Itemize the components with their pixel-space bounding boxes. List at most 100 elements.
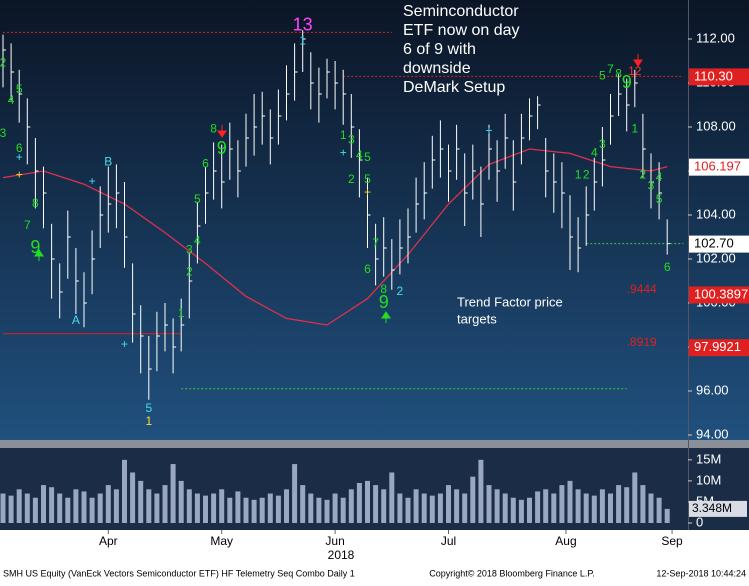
volume-bar	[648, 493, 654, 523]
price-label: 97.9921	[694, 339, 741, 354]
target-label: .8919	[627, 335, 657, 349]
volume-tick-label: 15M	[696, 451, 721, 466]
demark-count: 4	[356, 148, 363, 162]
volume-bar	[575, 489, 581, 523]
volume-bar	[446, 485, 451, 523]
volume-bar	[219, 489, 225, 523]
volume-bar	[656, 497, 662, 523]
demark-count: 2	[583, 168, 590, 182]
volume-bar	[203, 495, 208, 523]
demark-count: 5	[16, 82, 23, 96]
demark-count: 3	[599, 137, 606, 151]
demark-count: A	[72, 313, 80, 327]
footer-center: Copyright© 2018 Bloomberg Finance L.P.	[429, 568, 595, 578]
demark-count: +	[364, 185, 371, 199]
volume-bar	[300, 485, 306, 523]
volume-bar	[243, 497, 249, 523]
volume-bar	[292, 464, 298, 523]
y-tick-label: 96.00	[696, 382, 729, 397]
volume-bar	[113, 489, 119, 523]
volume-bar	[24, 493, 30, 523]
demark-count: 9	[30, 237, 40, 257]
volume-bar	[186, 489, 192, 523]
volume-bar	[559, 485, 565, 523]
volume-bar	[470, 476, 476, 523]
demark-count: 4	[656, 170, 663, 184]
volume-bar	[551, 493, 557, 523]
demark-count: 6	[364, 262, 371, 276]
volume-bar	[194, 493, 200, 523]
demark-count: 13	[293, 15, 313, 35]
volume-bar	[97, 493, 103, 523]
sell-arrow	[633, 54, 643, 67]
price-label-box	[689, 339, 749, 357]
demark-count: 8	[615, 66, 622, 80]
demark-count: 5	[194, 192, 201, 206]
demark-count: 3	[0, 126, 7, 140]
demark-count: B	[104, 154, 112, 168]
volume-tick-label: 0	[696, 514, 703, 529]
demark-count: 4	[8, 93, 15, 107]
price-label-box	[689, 286, 749, 304]
price-label: 106.197	[694, 159, 741, 174]
volume-bar	[462, 493, 468, 523]
demark-count: 7	[372, 236, 379, 250]
volume-tick-label: 10M	[696, 472, 721, 487]
volume-bar	[348, 489, 354, 523]
demark-count: 1	[178, 306, 185, 320]
x-tick-label: Sep	[661, 534, 683, 548]
demark-count: 1	[631, 121, 638, 135]
demark-count: 1	[299, 33, 306, 47]
demark-count: 2	[0, 55, 7, 69]
volume-bar	[332, 493, 338, 523]
volume-bar	[632, 472, 638, 523]
demark-count: 5	[364, 150, 371, 164]
volume-bar	[81, 491, 87, 523]
target-note: Trend Factor price targets	[457, 294, 563, 326]
footer-left: SMH US Equity (VanEck Vectors Semiconduc…	[3, 568, 355, 578]
target-label: .9444	[627, 282, 657, 296]
x-tick-label: Apr	[99, 534, 118, 548]
volume-bar	[616, 485, 622, 523]
price-label: 110.30	[694, 68, 733, 83]
volume-bar	[227, 497, 233, 523]
volume-bar	[8, 495, 14, 523]
y-tick-label: 104.00	[696, 206, 736, 221]
y-tick-label: 94.00	[696, 426, 729, 441]
demark-count: 2	[397, 284, 404, 298]
volume-bar	[267, 493, 273, 523]
price-label: 100.3897	[694, 286, 748, 301]
axis-line	[688, 0, 689, 530]
volume-bar	[356, 483, 362, 523]
demark-count: 6	[202, 157, 209, 171]
demark-count: 5	[656, 192, 663, 206]
panel-divider	[0, 440, 749, 448]
volume-bar	[41, 485, 46, 523]
volume-bar	[178, 480, 184, 523]
volume-bar	[49, 487, 55, 523]
volume-bar	[429, 495, 435, 523]
volume-bar	[543, 489, 549, 523]
demark-count: 2	[186, 264, 193, 278]
volume-bar	[211, 493, 217, 523]
volume-bar	[624, 487, 630, 523]
demark-count: +	[89, 174, 96, 188]
buy-arrow	[381, 311, 391, 323]
volume-bar	[146, 489, 152, 523]
volume-bar	[510, 497, 516, 523]
x-tick-label: Jul	[441, 534, 456, 548]
volume-bar	[397, 493, 403, 523]
volume-bar	[65, 497, 71, 523]
demark-count: 6	[664, 260, 671, 274]
demark-count: +	[485, 124, 492, 138]
demark-count: 2	[348, 172, 355, 186]
footer-right: 12-Sep-2018 10:44:24	[656, 568, 746, 578]
volume-bar	[437, 493, 443, 523]
x-tick-label: Aug	[555, 534, 576, 548]
demark-count: 5	[364, 172, 371, 186]
volume-bar	[138, 480, 144, 523]
volume-bar	[421, 493, 427, 523]
volume-bar	[608, 493, 613, 523]
demark-count: +	[16, 168, 23, 182]
target-note-line: Trend Factor price	[457, 294, 563, 309]
